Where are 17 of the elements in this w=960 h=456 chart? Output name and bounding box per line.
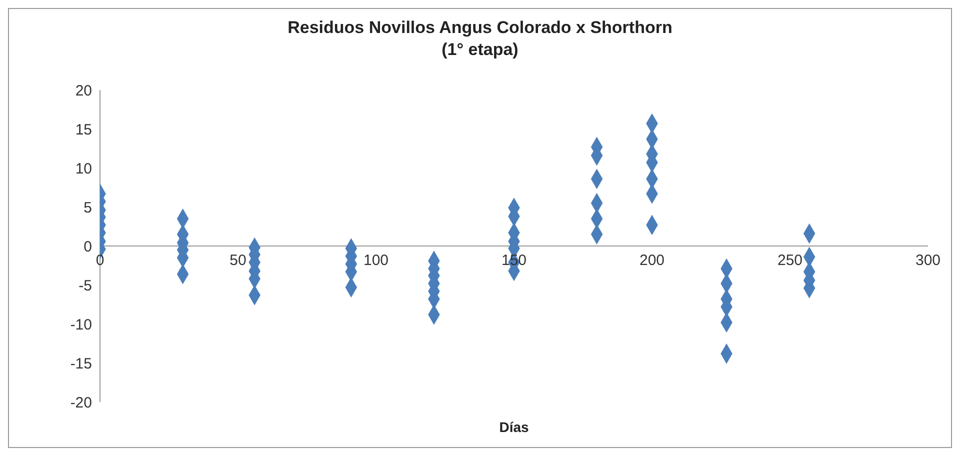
- x-tick-label: 100: [363, 252, 389, 269]
- chart-title: Residuos Novillos Angus Colorado x Shorthorn (1° etapa): [286, 17, 674, 61]
- x-tick-label: 50: [230, 252, 246, 269]
- x-tick-label: 0: [96, 252, 104, 269]
- y-tick-label: -15: [70, 355, 92, 372]
- y-tick-label: 5: [84, 199, 92, 216]
- x-tick-label: 250: [777, 252, 803, 269]
- y-tick-label: 20: [75, 82, 92, 100]
- x-tick-label: 300: [915, 252, 941, 269]
- x-axis-title: Días: [499, 419, 529, 435]
- y-tick-label: -5: [78, 277, 92, 294]
- y-tick-label: 0: [84, 238, 92, 256]
- y-tick-label: -10: [70, 316, 92, 334]
- y-tick-label: 15: [75, 121, 92, 138]
- x-tick-label: 200: [639, 252, 665, 269]
- y-tick-label: -20: [70, 394, 92, 412]
- y-tick-label: 10: [75, 160, 92, 178]
